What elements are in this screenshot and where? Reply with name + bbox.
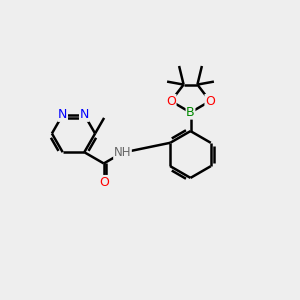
Text: B: B	[186, 106, 195, 119]
Text: O: O	[166, 94, 176, 108]
Text: N: N	[58, 108, 68, 121]
Text: N: N	[80, 108, 89, 121]
Text: O: O	[99, 176, 109, 189]
Text: O: O	[205, 94, 215, 108]
Text: NH: NH	[114, 146, 131, 159]
